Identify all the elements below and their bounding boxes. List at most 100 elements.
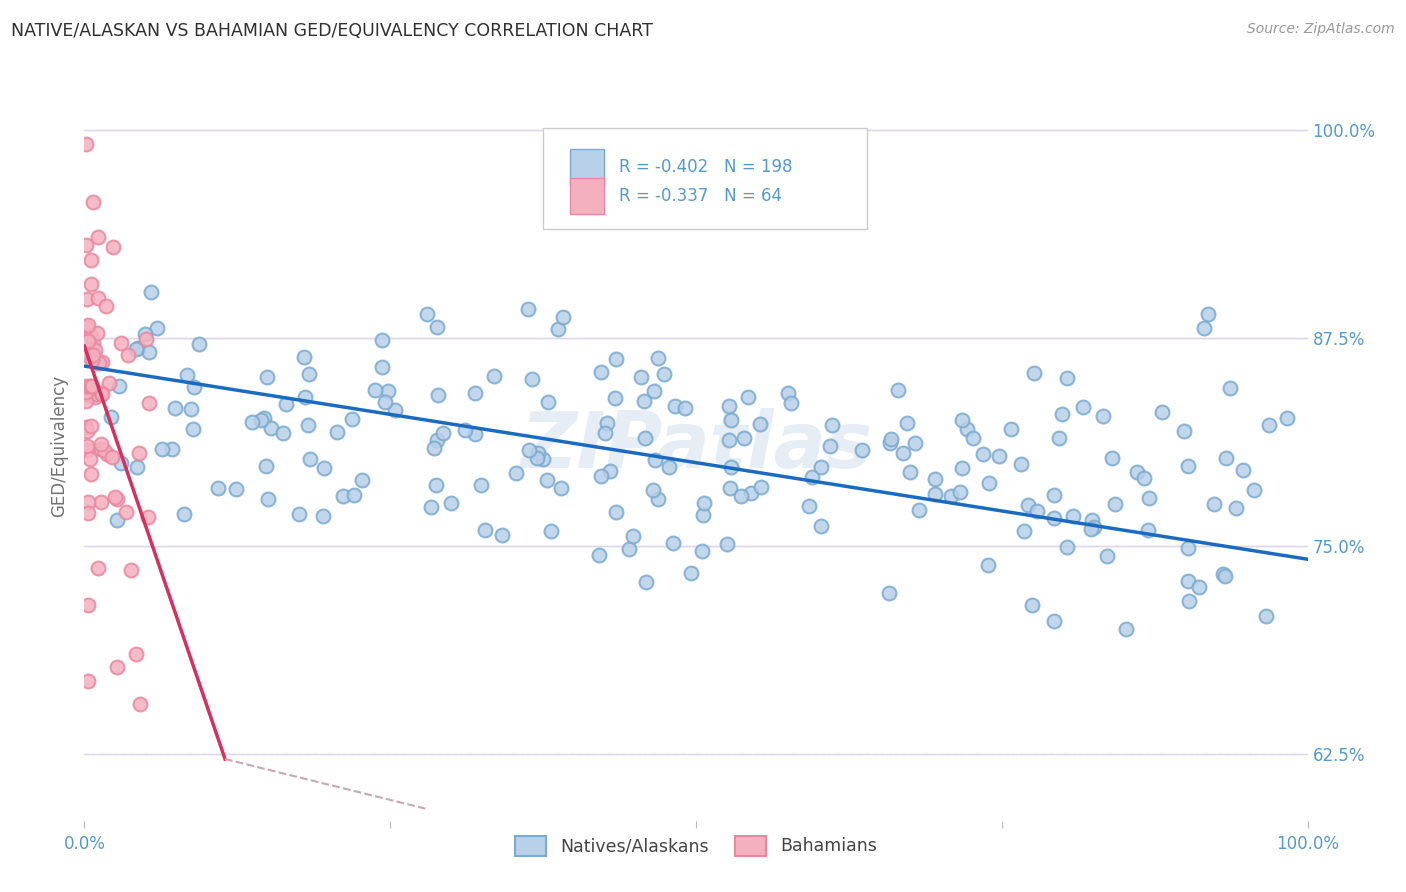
Point: [630, 370, 652, 384]
Legend: Natives/Alaskans, Bahamians: Natives/Alaskans, Bahamians: [506, 827, 886, 864]
Point: [778, 386, 800, 401]
Point: [260, 421, 283, 435]
Point: [125, 342, 148, 356]
Point: [273, 425, 295, 440]
Point: [1024, 367, 1046, 381]
Point: [522, 372, 544, 386]
Point: [962, 431, 984, 445]
Point: [891, 446, 914, 460]
Point: [173, 507, 195, 521]
Point: [662, 536, 685, 550]
Point: [94, 300, 117, 314]
Point: [718, 399, 741, 413]
Point: [75, 237, 97, 252]
Point: [716, 537, 738, 551]
Point: [749, 480, 772, 494]
Point: [527, 446, 550, 460]
Point: [75, 384, 97, 399]
Point: [180, 402, 202, 417]
Point: [110, 456, 132, 470]
Point: [1258, 418, 1281, 433]
Point: [717, 433, 740, 447]
Point: [1056, 540, 1078, 554]
Point: [470, 478, 492, 492]
Point: [86, 292, 108, 306]
Point: [80, 353, 103, 368]
Point: [1192, 321, 1215, 335]
Point: [1178, 594, 1201, 608]
Point: [160, 442, 183, 457]
Point: [1215, 451, 1237, 466]
Point: [605, 352, 627, 367]
Point: [605, 505, 627, 519]
Point: [1052, 407, 1074, 421]
Point: [1092, 409, 1115, 423]
Point: [138, 344, 160, 359]
Point: [75, 348, 97, 362]
Point: [1225, 501, 1247, 516]
Point: [1021, 598, 1043, 612]
Point: [100, 410, 122, 425]
FancyBboxPatch shape: [543, 128, 868, 228]
Point: [377, 384, 399, 399]
Point: [75, 379, 97, 393]
Point: [1062, 509, 1084, 524]
Point: [821, 418, 844, 433]
Point: [80, 418, 103, 433]
Point: [1133, 471, 1156, 485]
Point: [84, 387, 107, 401]
Point: [1017, 498, 1039, 512]
Point: [416, 307, 439, 321]
Point: [1188, 581, 1211, 595]
Point: [1080, 522, 1102, 536]
Point: [146, 320, 169, 334]
Point: [90, 385, 112, 400]
Point: [908, 503, 931, 517]
Point: [956, 422, 979, 436]
Point: [641, 483, 664, 498]
Point: [374, 395, 396, 409]
Point: [474, 523, 496, 537]
Point: [740, 485, 762, 500]
Point: [505, 467, 527, 481]
Point: [633, 394, 655, 409]
Point: [110, 335, 132, 350]
Point: [1219, 381, 1241, 395]
Point: [105, 660, 128, 674]
Point: [1010, 458, 1032, 472]
Point: [77, 506, 100, 520]
Point: [692, 508, 714, 522]
Point: [536, 474, 558, 488]
Point: [977, 475, 1000, 490]
Point: [312, 461, 335, 475]
Point: [76, 598, 98, 612]
Point: [1083, 520, 1105, 534]
Point: [482, 368, 505, 383]
Point: [127, 341, 149, 355]
Point: [1173, 424, 1195, 438]
Point: [87, 560, 110, 574]
Point: [100, 450, 122, 464]
Point: [105, 491, 128, 506]
Point: [617, 542, 640, 557]
Point: [1254, 608, 1277, 623]
Point: [312, 509, 335, 524]
Point: [371, 333, 394, 347]
Point: [150, 442, 173, 457]
Point: [1026, 503, 1049, 517]
Point: [1043, 614, 1066, 628]
Point: [1202, 497, 1225, 511]
Point: [82, 195, 104, 210]
Point: [257, 492, 280, 507]
Point: [1125, 465, 1147, 479]
Point: [800, 470, 823, 484]
Point: [904, 435, 927, 450]
Point: [1042, 511, 1064, 525]
Text: NATIVE/ALASKAN VS BAHAMIAN GED/EQUIVALENCY CORRELATION CHART: NATIVE/ALASKAN VS BAHAMIAN GED/EQUIVALEN…: [11, 22, 654, 40]
Point: [644, 453, 666, 467]
Point: [593, 425, 616, 440]
Point: [80, 329, 103, 343]
Point: [188, 336, 211, 351]
Point: [350, 473, 373, 487]
Point: [516, 301, 538, 316]
